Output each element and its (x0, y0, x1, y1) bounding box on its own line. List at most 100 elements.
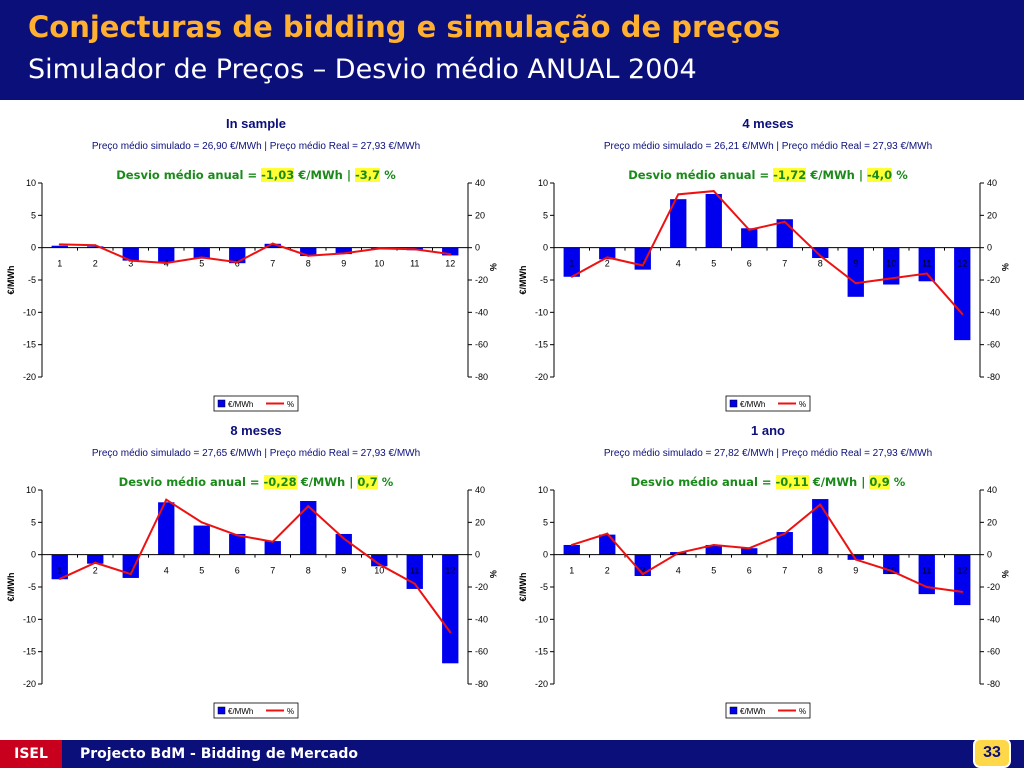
legend-box (213, 702, 299, 719)
price-info: Preço médio simulado = 27,65 €/MWh | Pre… (91, 448, 421, 459)
y2-tick-label: 0 (987, 550, 992, 560)
annual-deviation: Desvio médio anual = -0,11 €/MWh | 0,9 % (512, 475, 1024, 489)
y-tick-label: -5 (28, 275, 36, 285)
y-tick-label: 5 (31, 517, 36, 527)
x-tick-label: 8 (306, 566, 311, 576)
x-tick-label: 7 (270, 259, 275, 269)
bar (670, 199, 687, 248)
y-tick-label: 10 (538, 178, 548, 188)
slide-subtitle: Simulador de Preços – Desvio médio ANUAL… (28, 54, 697, 85)
legend-swatch-bar (729, 399, 738, 408)
series-line-pct (571, 503, 963, 593)
line-point (58, 577, 61, 580)
slide-footer: ISEL Projecto BdM - Bidding de Mercado (0, 740, 1024, 768)
y-tick-label: -15 (535, 340, 548, 350)
y2-tick-label: -20 (987, 582, 1000, 592)
series-line-pct (571, 190, 964, 315)
line-point (925, 272, 928, 275)
y2-tick-label: -80 (475, 372, 488, 382)
deviation-prefix: Desvio médio anual = (630, 475, 776, 489)
bar (954, 247, 971, 341)
legend-box (725, 702, 811, 719)
bar (193, 525, 210, 555)
annual-deviation: Desvio médio anual = -1,72 €/MWh | -4,0 … (512, 168, 1024, 182)
x-tick-label: 6 (747, 566, 752, 576)
y2-tick-label: 0 (475, 243, 480, 253)
y2-tick-label: 0 (475, 550, 480, 560)
x-tick-label: 8 (818, 566, 823, 576)
x-tick-label: 11 (922, 566, 931, 576)
y2-tick-label: -60 (987, 340, 1000, 350)
y2-tick-label: 20 (987, 210, 997, 220)
legend-label-bar: €/MWh (740, 400, 765, 409)
deviation-eur-value: -1,03 (261, 168, 295, 182)
price-info: Preço médio simulado = 27,82 €/MWh | Pre… (603, 448, 933, 459)
legend-label-line: % (799, 707, 806, 716)
bar (705, 193, 722, 248)
bar (563, 247, 580, 277)
line-point (854, 282, 857, 285)
x-tick-label: 5 (711, 259, 716, 269)
y-tick-label: -5 (540, 582, 548, 592)
bar (776, 532, 793, 555)
x-tick-label: 2 (93, 566, 98, 576)
line-point (94, 244, 97, 247)
bar (193, 247, 210, 259)
x-tick-label: 11 (410, 566, 419, 576)
line-point (819, 254, 822, 257)
bar (229, 533, 246, 555)
line-point (677, 193, 680, 196)
y-axis-label: €/MWh (6, 573, 16, 602)
deviation-pct-unit: % (377, 475, 394, 489)
bar (264, 541, 281, 555)
chart-panel-4-meses: 4 meses Preço médio simulado = 26,21 €/M… (512, 108, 1024, 416)
line-point (570, 543, 573, 546)
y2-tick-label: -80 (475, 679, 488, 689)
x-tick-label: 7 (782, 566, 787, 576)
price-info: Preço médio simulado = 26,21 €/MWh | Pre… (603, 141, 933, 152)
bar (87, 554, 104, 564)
deviation-pct-unit: % (892, 168, 908, 182)
y2-axis-label: % (488, 263, 498, 271)
legend-label-bar: €/MWh (228, 400, 253, 409)
line-point (307, 505, 310, 508)
bar (741, 228, 758, 248)
y2-tick-label: -40 (475, 614, 488, 624)
y2-tick-label: 40 (987, 178, 997, 188)
x-tick-label: 12 (445, 566, 455, 576)
x-tick-label: 6 (235, 566, 240, 576)
y-tick-label: -10 (23, 614, 36, 624)
deviation-eur-unit: €/MWh | (294, 168, 356, 182)
line-point (200, 256, 203, 259)
y2-tick-label: 40 (475, 178, 485, 188)
line-point (783, 532, 786, 535)
bar (847, 247, 864, 297)
line-point (271, 242, 274, 245)
y-tick-label: -10 (535, 307, 548, 317)
chart-title: 1 ano (751, 423, 785, 438)
bar (264, 243, 281, 248)
y-axis-label: €/MWh (518, 266, 528, 295)
line-point (606, 532, 609, 535)
annual-deviation: Desvio médio anual = -1,03 €/MWh | -3,7 … (0, 168, 512, 182)
line-point (819, 503, 822, 506)
y2-axis-label: % (1000, 263, 1010, 271)
legend-swatch-bar (217, 706, 226, 715)
legend-box (725, 395, 811, 412)
line-point (342, 252, 345, 255)
x-tick-label: 11 (922, 259, 931, 269)
y2-tick-label: -60 (475, 647, 488, 657)
y2-tick-label: 40 (475, 485, 485, 495)
bar (300, 247, 317, 257)
deviation-pct-value: 0,7 (357, 475, 378, 489)
deviation-eur-value: -1,72 (773, 168, 807, 182)
y-tick-label: -10 (23, 307, 36, 317)
line-point (890, 569, 893, 572)
y-tick-label: 10 (26, 178, 36, 188)
deviation-eur-unit: €/MWh | (808, 475, 870, 489)
line-point (165, 262, 168, 265)
y2-tick-label: 20 (987, 517, 997, 527)
bar (812, 247, 829, 259)
